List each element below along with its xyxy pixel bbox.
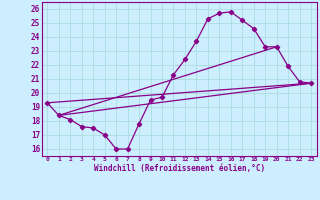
X-axis label: Windchill (Refroidissement éolien,°C): Windchill (Refroidissement éolien,°C)	[94, 164, 265, 173]
